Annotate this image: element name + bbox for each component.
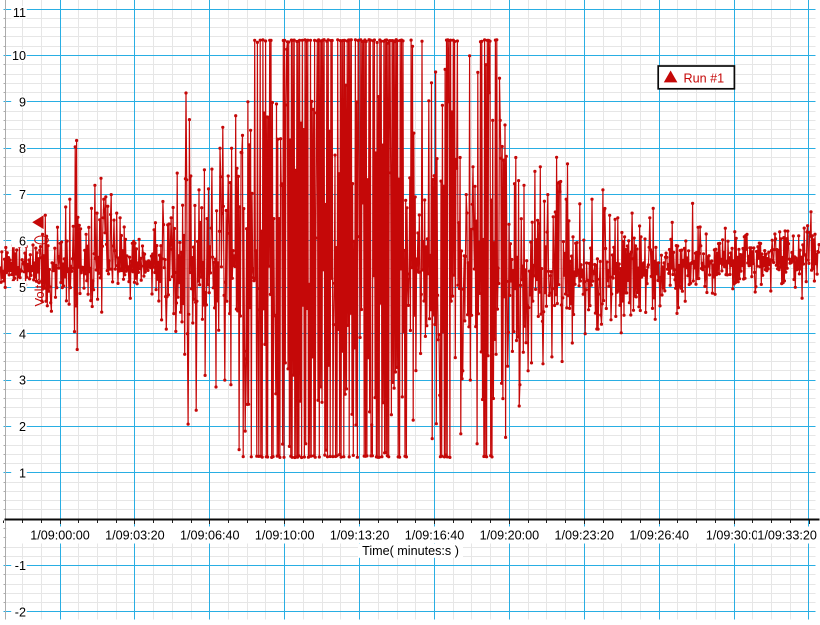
svg-text:1/09:03:20: 1/09:03:20	[105, 528, 165, 542]
svg-text:1/09:00:00: 1/09:00:00	[30, 528, 90, 542]
svg-text:1/09:16:40: 1/09:16:40	[405, 528, 465, 542]
svg-text:1/09:23:20: 1/09:23:20	[555, 528, 615, 542]
svg-text:2: 2	[19, 420, 26, 434]
svg-text:-1: -1	[15, 559, 26, 573]
svg-text:10: 10	[12, 49, 26, 63]
svg-text:5: 5	[19, 281, 26, 295]
svg-text:9: 9	[19, 95, 26, 109]
svg-text:-2: -2	[15, 606, 26, 620]
svg-text:1/09:13:20: 1/09:13:20	[330, 528, 390, 542]
svg-text:1/09:26:40: 1/09:26:40	[629, 528, 689, 542]
svg-text:1: 1	[19, 466, 26, 480]
svg-text:Time( minutes:s ): Time( minutes:s )	[362, 544, 459, 558]
svg-text:7: 7	[19, 188, 26, 202]
svg-text:1/09:06:40: 1/09:06:40	[180, 528, 240, 542]
svg-text:Run #1: Run #1	[684, 72, 725, 86]
svg-text:1/09:20:00: 1/09:20:00	[480, 528, 540, 542]
svg-text:1/09:30:00: 1/09:30:00	[706, 528, 766, 542]
svg-text:8: 8	[19, 142, 26, 156]
svg-text:1/09:10:00: 1/09:10:00	[255, 528, 315, 542]
svg-text:3: 3	[19, 374, 26, 388]
svg-text:6: 6	[19, 235, 26, 249]
svg-text:1/09:33:20: 1/09:33:20	[757, 528, 817, 542]
svg-text:11: 11	[13, 6, 26, 20]
svg-text:Volts: Volts	[32, 278, 47, 307]
svg-text:4: 4	[19, 327, 26, 341]
